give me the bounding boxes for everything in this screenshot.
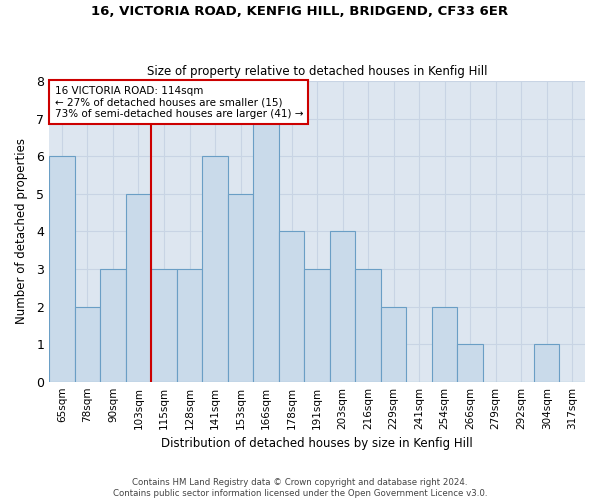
Bar [534,344,559,382]
Bar [253,118,279,382]
Bar [49,156,75,382]
Bar [330,232,355,382]
Text: Contains HM Land Registry data © Crown copyright and database right 2024.
Contai: Contains HM Land Registry data © Crown c… [113,478,487,498]
Bar [381,306,406,382]
Bar [228,194,253,382]
X-axis label: Distribution of detached houses by size in Kenfig Hill: Distribution of detached houses by size … [161,437,473,450]
Bar [279,232,304,382]
Title: Size of property relative to detached houses in Kenfig Hill: Size of property relative to detached ho… [147,66,487,78]
Bar [126,194,151,382]
Bar [457,344,483,382]
Bar [75,306,100,382]
Bar [100,269,126,382]
Bar [432,306,457,382]
Bar [177,269,202,382]
Bar [202,156,228,382]
Bar [355,269,381,382]
Text: 16 VICTORIA ROAD: 114sqm
← 27% of detached houses are smaller (15)
73% of semi-d: 16 VICTORIA ROAD: 114sqm ← 27% of detach… [55,86,303,119]
Bar [151,269,177,382]
Bar [304,269,330,382]
Text: 16, VICTORIA ROAD, KENFIG HILL, BRIDGEND, CF33 6ER: 16, VICTORIA ROAD, KENFIG HILL, BRIDGEND… [91,5,509,18]
Y-axis label: Number of detached properties: Number of detached properties [15,138,28,324]
